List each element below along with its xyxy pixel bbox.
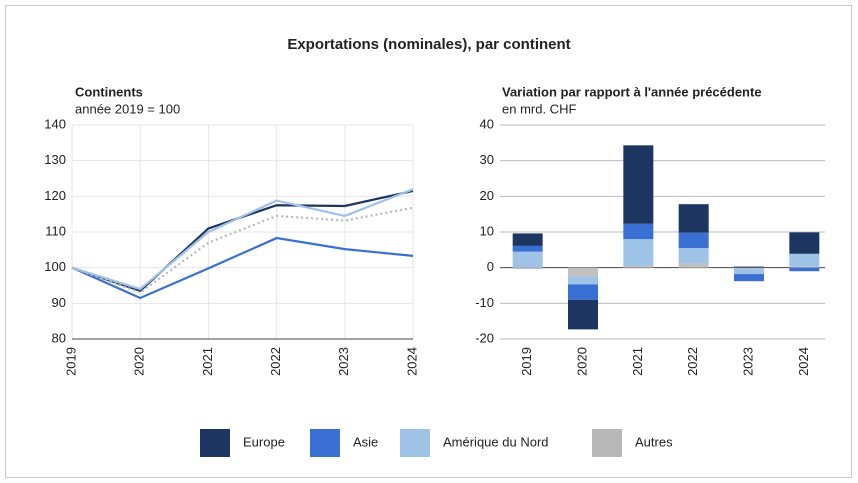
x-tick-label: 2024 <box>404 347 419 376</box>
bar-segment <box>789 266 820 268</box>
bar-segment <box>789 267 820 272</box>
bar-segment <box>623 145 654 224</box>
legend-swatch <box>310 429 340 457</box>
bar-segment <box>568 284 598 300</box>
bar-segment <box>512 267 543 270</box>
bar-segment <box>623 265 654 268</box>
main-title: Exportations (nominales), par continent <box>287 36 570 53</box>
bar-segment <box>678 232 709 249</box>
bar-segment <box>678 263 709 268</box>
y-tick-label: -10 <box>475 295 494 310</box>
x-tick-label: 2020 <box>574 347 589 376</box>
y-tick-label: 130 <box>44 152 66 167</box>
y-tick-label: 40 <box>480 116 494 131</box>
y-tick-label: 140 <box>44 116 66 131</box>
y-tick-label: 20 <box>480 188 494 203</box>
y-tick-label: -20 <box>475 330 494 345</box>
legend-label: Amérique du Nord <box>443 434 549 449</box>
frame <box>5 5 852 478</box>
y-tick-label: 10 <box>480 223 494 238</box>
series-line <box>71 236 414 300</box>
bar-segment <box>678 204 709 233</box>
y-tick-label: 0 <box>487 259 494 274</box>
y-tick-label: 90 <box>52 295 66 310</box>
y-tick-label: 30 <box>480 152 494 167</box>
bar-segment <box>512 233 543 246</box>
bar-segment <box>734 274 764 282</box>
bar-segment <box>568 299 598 330</box>
bar-segment <box>512 245 543 252</box>
series-line <box>71 188 414 291</box>
bar-segment <box>568 267 598 277</box>
legend-swatch <box>200 429 230 457</box>
x-tick-label: 2023 <box>336 347 351 376</box>
bar-segment <box>734 266 764 268</box>
x-tick-label: 2022 <box>268 347 283 376</box>
chart-title: Variation par rapport à l'année précéden… <box>502 84 762 99</box>
bar-segment <box>623 223 654 240</box>
y-tick-label: 110 <box>45 223 66 238</box>
bar-segment <box>734 267 764 269</box>
bar-segment <box>789 253 820 267</box>
x-tick-label: 2019 <box>63 347 78 376</box>
x-tick-label: 2021 <box>630 347 645 376</box>
y-tick-label: 120 <box>44 188 66 203</box>
bar-segment <box>512 251 543 268</box>
bar-segment <box>789 232 820 254</box>
y-tick-label: 100 <box>44 259 66 274</box>
chart-subtitle: en mrd. CHF <box>502 101 576 116</box>
legend-swatch <box>400 429 430 457</box>
chart-subtitle: année 2019 = 100 <box>75 101 180 116</box>
x-tick-label: 2021 <box>200 347 215 376</box>
x-tick-label: 2023 <box>740 347 755 376</box>
bar-segment <box>623 239 654 266</box>
legend-label: Autres <box>635 434 673 449</box>
bar-segment <box>678 248 709 264</box>
y-tick-label: 80 <box>52 330 66 345</box>
x-tick-label: 2019 <box>519 347 534 376</box>
x-tick-label: 2024 <box>796 347 811 376</box>
x-tick-label: 2020 <box>132 347 147 376</box>
chart-title: Continents <box>75 84 143 99</box>
legend-label: Asie <box>353 434 378 449</box>
x-tick-label: 2022 <box>685 347 700 376</box>
legend-swatch <box>592 429 622 457</box>
bar-segment <box>568 276 598 285</box>
bar-segment <box>734 268 764 275</box>
series-line <box>71 206 414 294</box>
legend-label: Europe <box>243 434 285 449</box>
